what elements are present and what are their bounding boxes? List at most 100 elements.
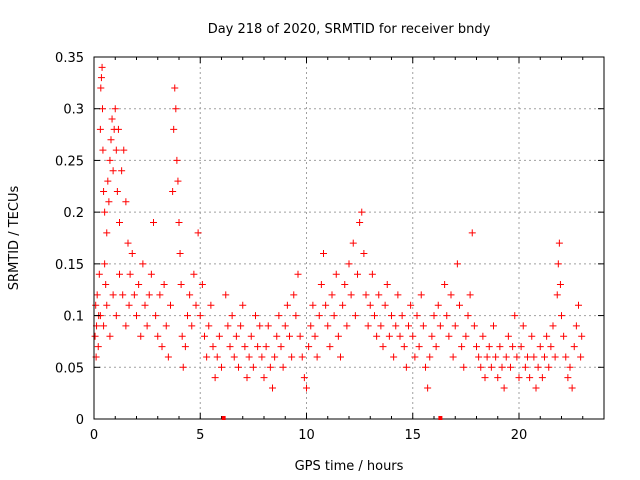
data-point bbox=[558, 312, 565, 320]
data-point bbox=[158, 343, 166, 351]
data-point bbox=[303, 384, 310, 392]
data-point bbox=[209, 343, 217, 351]
x-tick-label: 10 bbox=[298, 428, 315, 443]
data-point bbox=[112, 146, 120, 154]
data-point bbox=[521, 363, 529, 371]
data-point bbox=[326, 343, 334, 351]
data-point bbox=[311, 332, 319, 340]
data-point bbox=[411, 353, 419, 361]
data-point bbox=[111, 105, 119, 113]
data-point bbox=[213, 353, 221, 361]
data-point bbox=[322, 301, 330, 309]
data-point bbox=[235, 363, 242, 371]
data-point bbox=[99, 105, 106, 113]
data-point bbox=[511, 312, 519, 320]
data-point bbox=[226, 343, 234, 351]
data-point bbox=[358, 208, 366, 216]
data-point bbox=[451, 322, 459, 330]
y-axis-label: SRMTID / TECUs bbox=[7, 186, 22, 291]
data-point bbox=[371, 312, 378, 320]
data-point bbox=[368, 270, 376, 278]
data-point bbox=[517, 343, 525, 351]
x-tick-label: 20 bbox=[511, 428, 528, 443]
data-point bbox=[188, 322, 196, 330]
data-point bbox=[275, 312, 283, 320]
data-point bbox=[496, 343, 504, 351]
data-point bbox=[407, 301, 415, 309]
data-point bbox=[137, 332, 145, 340]
data-point bbox=[509, 343, 517, 351]
y-tick-label: 0 bbox=[76, 413, 84, 428]
data-point bbox=[434, 301, 442, 309]
y-tick-label: 0.15 bbox=[55, 258, 84, 273]
data-point bbox=[490, 322, 497, 330]
data-point bbox=[218, 363, 225, 371]
baseline-marker bbox=[221, 416, 226, 420]
data-point bbox=[556, 281, 564, 289]
y-tick-label: 0.25 bbox=[55, 154, 84, 169]
y-tick-label: 0.35 bbox=[55, 51, 84, 66]
data-point bbox=[133, 312, 140, 320]
data-point bbox=[247, 332, 255, 340]
data-point bbox=[432, 343, 440, 351]
data-point bbox=[507, 363, 514, 371]
data-point bbox=[271, 353, 279, 361]
data-point bbox=[222, 291, 230, 299]
data-point bbox=[545, 363, 553, 371]
data-point bbox=[426, 353, 434, 361]
data-point bbox=[453, 260, 461, 268]
data-point bbox=[203, 353, 211, 361]
chart-title: Day 218 of 2020, SRMTID for receiver bnd… bbox=[208, 22, 491, 37]
data-point bbox=[292, 312, 300, 320]
data-point bbox=[337, 353, 344, 361]
data-point bbox=[108, 115, 116, 123]
data-point bbox=[360, 250, 368, 258]
data-point bbox=[120, 146, 128, 154]
data-point bbox=[230, 353, 238, 361]
data-point bbox=[494, 374, 502, 382]
data-point bbox=[101, 260, 109, 268]
data-point bbox=[106, 156, 114, 164]
data-point bbox=[375, 291, 383, 299]
data-point bbox=[415, 343, 423, 351]
data-point bbox=[564, 374, 572, 382]
data-point bbox=[269, 384, 276, 392]
data-point bbox=[262, 343, 270, 351]
data-point bbox=[211, 374, 219, 382]
data-point bbox=[568, 384, 576, 392]
data-point bbox=[243, 374, 251, 382]
data-point bbox=[347, 291, 355, 299]
data-point bbox=[175, 218, 183, 226]
data-point bbox=[479, 332, 487, 340]
data-point bbox=[143, 322, 151, 330]
data-point bbox=[538, 374, 546, 382]
data-point bbox=[256, 322, 264, 330]
data-point bbox=[392, 322, 400, 330]
data-point bbox=[109, 167, 117, 175]
data-point bbox=[502, 353, 510, 361]
data-point bbox=[164, 353, 172, 361]
data-point bbox=[473, 343, 480, 351]
data-point bbox=[296, 332, 304, 340]
data-point bbox=[481, 374, 489, 382]
data-point bbox=[176, 250, 184, 258]
data-point bbox=[298, 353, 306, 361]
data-point bbox=[349, 239, 357, 247]
data-point bbox=[492, 353, 500, 361]
data-point bbox=[373, 332, 381, 340]
data-point bbox=[513, 353, 521, 361]
x-tick-labels: 0 5 10 15 20 bbox=[90, 428, 527, 443]
y-tick-labels: 0 0.05 0.1 0.15 0.2 0.25 0.3 0.35 bbox=[55, 51, 84, 428]
data-point bbox=[239, 301, 247, 309]
data-point bbox=[100, 322, 108, 330]
data-point bbox=[104, 177, 112, 185]
data-point bbox=[500, 384, 508, 392]
data-point bbox=[93, 291, 101, 299]
data-point bbox=[460, 363, 468, 371]
data-point bbox=[91, 332, 99, 340]
data-point bbox=[483, 353, 491, 361]
data-point bbox=[150, 218, 157, 226]
data-point bbox=[103, 301, 111, 309]
data-point bbox=[419, 322, 427, 330]
